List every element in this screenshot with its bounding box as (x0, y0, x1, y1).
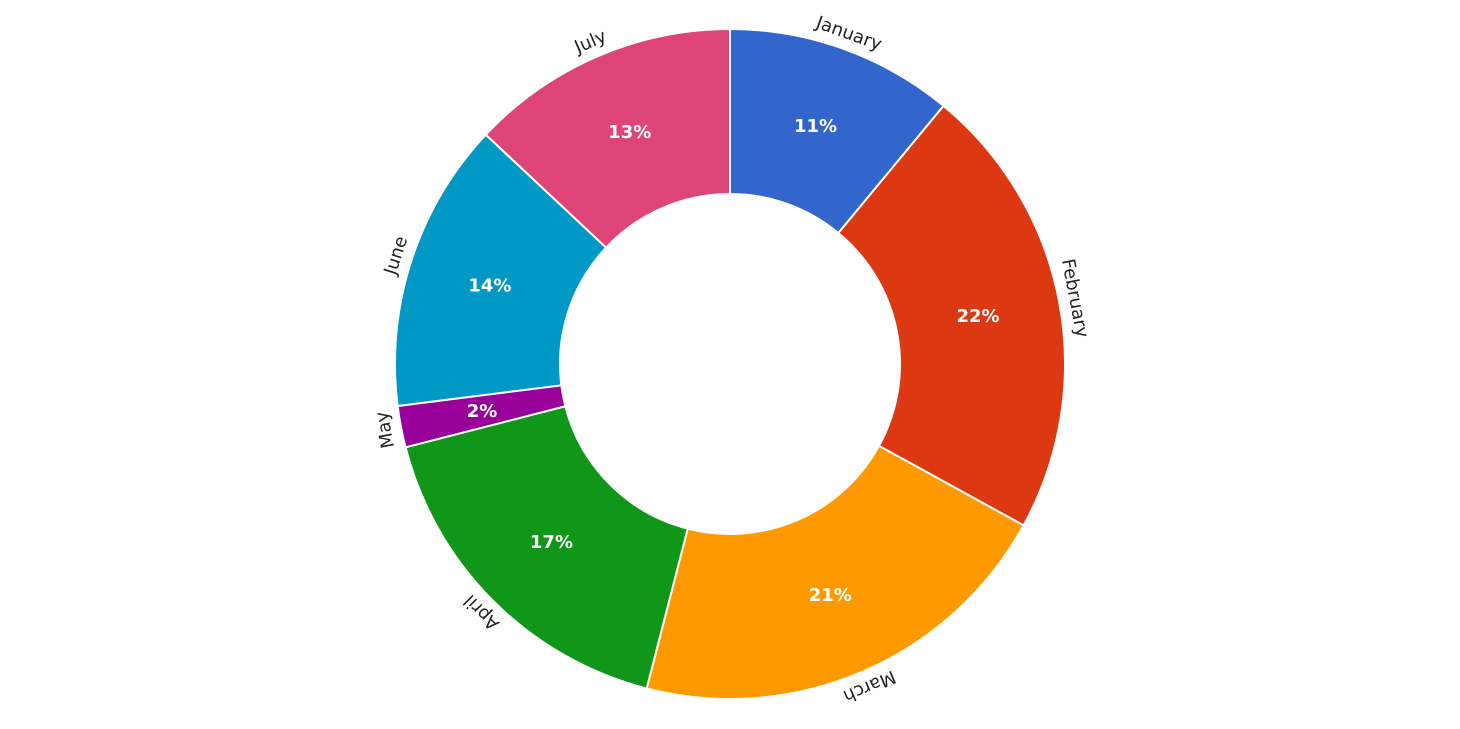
slice-january[interactable] (729, 27, 945, 235)
data-label-february: 22% (956, 306, 999, 327)
slice-february[interactable] (836, 104, 1066, 527)
slice-march[interactable] (645, 444, 1025, 700)
data-label-july: 13% (608, 122, 651, 143)
slice-june[interactable] (394, 133, 608, 408)
data-label-june: 14% (468, 275, 511, 296)
category-label-may: May (371, 409, 399, 450)
data-label-march: 21% (809, 585, 852, 606)
slices-group (394, 27, 1066, 700)
data-label-january: 11% (794, 116, 837, 137)
slice-july[interactable] (484, 27, 731, 250)
slice-april[interactable] (404, 405, 689, 690)
data-label-may: 2% (467, 401, 498, 422)
data-label-april: 17% (530, 532, 573, 553)
